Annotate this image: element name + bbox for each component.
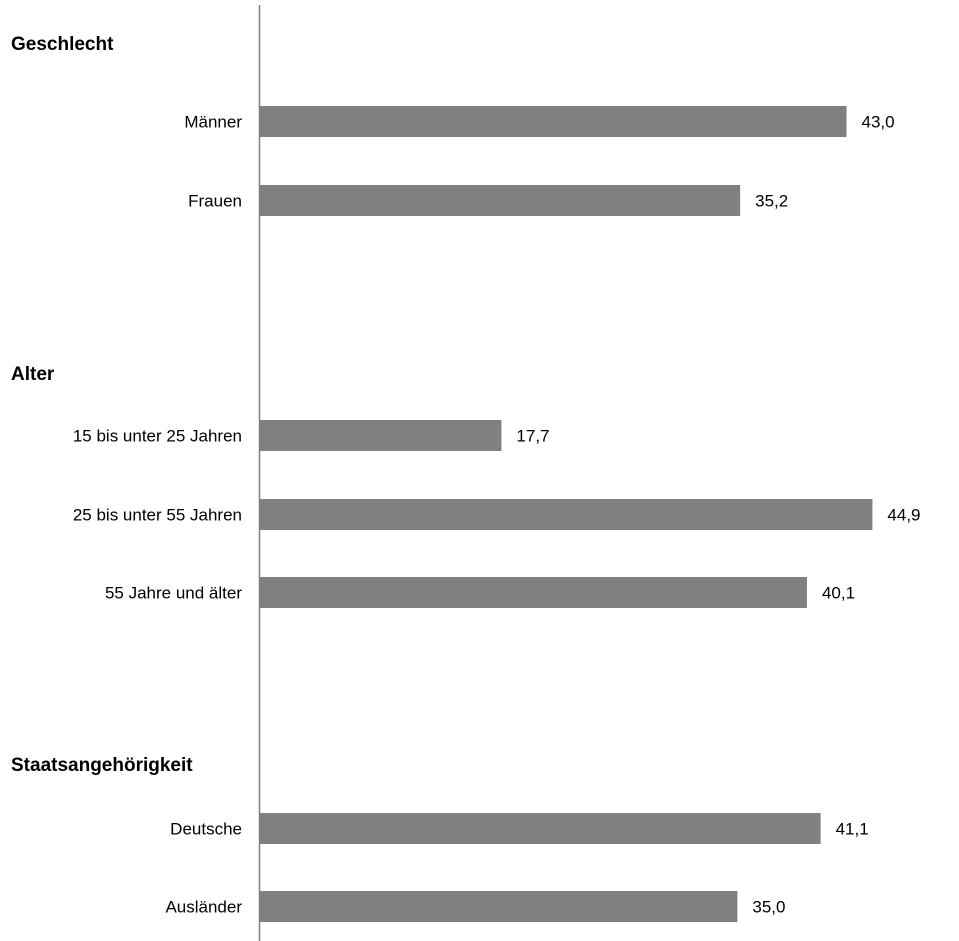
bar [260, 420, 502, 451]
data-label: 35,2 [755, 192, 788, 211]
group-title: Staatsangehörigkeit [11, 755, 193, 776]
category-label: Männer [184, 113, 242, 132]
category-label: Frauen [188, 192, 242, 211]
data-label: 44,9 [887, 506, 920, 525]
data-label: 40,1 [822, 584, 855, 603]
group-title: Geschlecht [11, 34, 114, 55]
category-label: Ausländer [165, 898, 242, 917]
bar [260, 891, 738, 922]
data-label: 43,0 [862, 113, 895, 132]
category-label: 15 bis unter 25 Jahren [73, 427, 242, 446]
bar [260, 499, 873, 530]
category-label: Deutsche [170, 820, 242, 839]
bar [260, 106, 847, 137]
bar [260, 185, 741, 216]
category-label: 55 Jahre und älter [105, 584, 242, 603]
data-label: 17,7 [516, 427, 549, 446]
data-label: 41,1 [836, 820, 869, 839]
group-title: Alter [11, 364, 55, 385]
bar [260, 813, 821, 844]
bar [260, 577, 807, 608]
category-label: 25 bis unter 55 Jahren [73, 506, 242, 525]
data-label: 35,0 [752, 898, 785, 917]
